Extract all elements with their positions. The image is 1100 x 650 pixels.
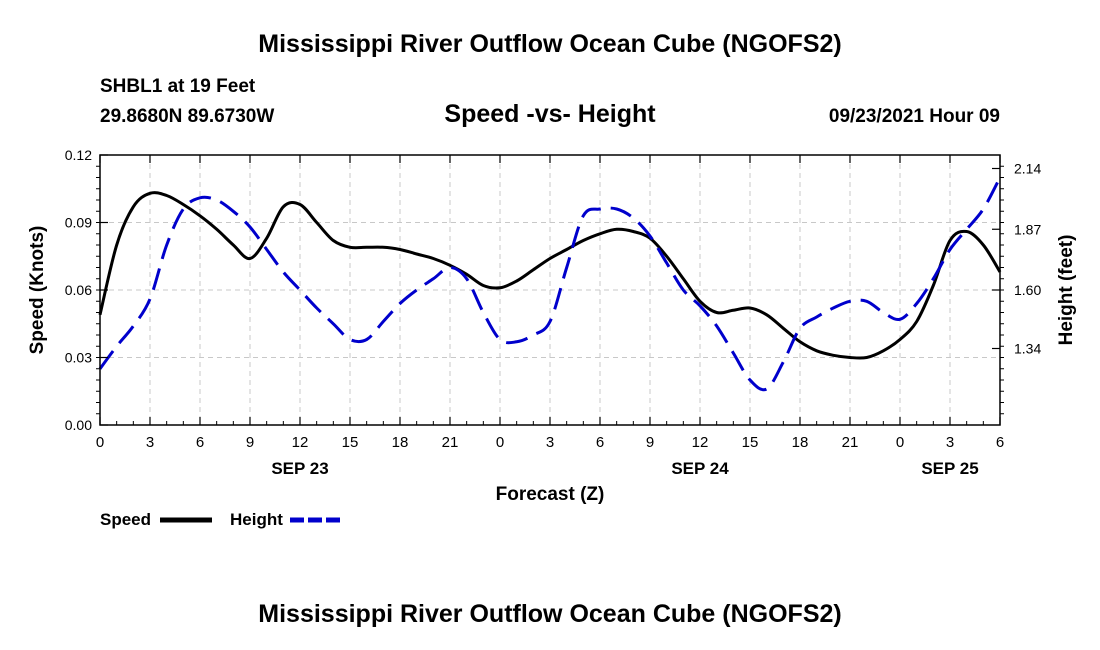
x-tick-label: 21 [442, 434, 459, 451]
x-tick-label: 9 [246, 434, 254, 451]
series-lines [98, 176, 1002, 392]
y-axis-right-label: Height (feet) [1056, 235, 1077, 346]
forecast-timestamp: 09/23/2021 Hour 09 [828, 106, 1000, 127]
y-right-tick-label: 1.34 [1014, 341, 1041, 357]
x-tick-label: 12 [692, 434, 709, 451]
y-right-tick-label: 2.14 [1014, 161, 1041, 177]
series-line-height [98, 176, 1002, 392]
y-left-tick-label: 0.00 [65, 417, 92, 433]
station-coordinates: 29.8680N 89.6730W [100, 106, 275, 127]
y-left-tick-label: 0.09 [65, 215, 92, 231]
x-date-label: SEP 24 [671, 459, 729, 478]
x-tick-label: 6 [196, 434, 204, 451]
x-date-label: SEP 23 [271, 459, 328, 478]
y-left-tick-label: 0.06 [65, 282, 92, 298]
y-left-tick-label: 0.03 [65, 350, 92, 366]
legend: Speed Height [100, 510, 344, 529]
y-axis-left-label: Speed (Knots) [27, 226, 48, 355]
y-right-tick-label: 1.87 [1014, 221, 1041, 237]
x-tick-label: 15 [742, 434, 759, 451]
y-left-tick-label: 0.12 [65, 147, 92, 163]
x-tick-label: 12 [292, 434, 309, 451]
legend-height-label: Height [230, 510, 283, 529]
x-tick-label: 0 [896, 434, 904, 451]
axes: 0 3 6 9 12 15 18 21 0 3 6 9 12 15 18 21 0 3 6 SEP 23 SEP 24 S… [65, 147, 1042, 478]
page-title: Mississippi River Outflow Ocean Cube (NG… [258, 30, 842, 58]
x-tick-label: 3 [946, 434, 954, 451]
legend-speed-label: Speed [100, 510, 151, 529]
x-tick-label: 6 [996, 434, 1004, 451]
x-tick-label: 15 [342, 434, 359, 451]
x-tick-label: 18 [392, 434, 409, 451]
x-tick-label: 0 [496, 434, 504, 451]
x-tick-label: 18 [792, 434, 809, 451]
y-right-tick-label: 1.60 [1014, 282, 1041, 298]
x-tick-label: 21 [842, 434, 859, 451]
x-tick-label: 0 [96, 434, 104, 451]
gridlines [100, 155, 1000, 425]
x-tick-label: 9 [646, 434, 654, 451]
x-tick-label: 3 [546, 434, 554, 451]
chart-title: Speed -vs- Height [444, 100, 656, 128]
x-date-label: SEP 25 [921, 459, 978, 478]
x-tick-label: 3 [146, 434, 154, 451]
x-axis-label: Forecast (Z) [496, 484, 605, 505]
station-label: SHBL1 at 19 Feet [100, 76, 256, 97]
x-tick-label: 6 [596, 434, 604, 451]
footer-title: Mississippi River Outflow Ocean Cube (NG… [258, 600, 842, 628]
series-line-speed [98, 191, 1002, 360]
